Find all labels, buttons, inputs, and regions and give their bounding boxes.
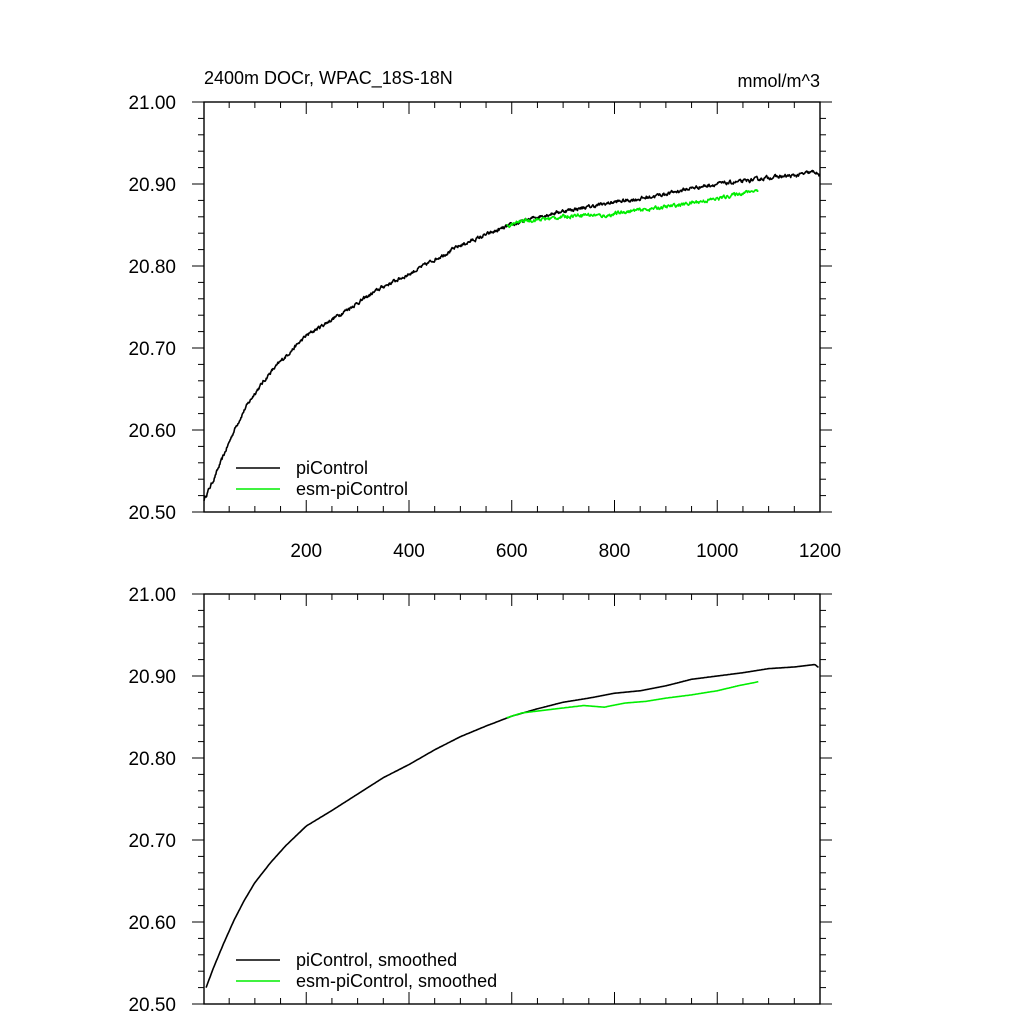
bottom-panel-y-tick-labels: 20.50 20.60 20.70 20.80 20.90 21.00 [128,585,176,1016]
x-tick-label: 1000 [696,541,738,562]
bottom-panel: 20.50 20.60 20.70 20.80 20.90 21.00 piControl… [128,585,832,1016]
legend-label: esm-piControl, smoothed [296,971,497,991]
top-panel-series [203,169,821,502]
top-panel-frame [203,101,821,513]
x-tick-label: 600 [496,541,528,562]
y-tick-label: 20.80 [128,749,176,770]
bottom-panel-ticks [192,593,832,1005]
bottom-panel-frame [203,593,821,1005]
y-tick-label: 20.90 [128,175,176,196]
y-tick-label: 20.70 [128,339,176,360]
y-tick-label: 20.90 [128,667,176,688]
y-tick-label: 21.00 [128,585,176,606]
top-panel: 20.50 20.60 20.70 20.80 20.90 21.00 200 400 600… [128,93,841,562]
units-label: mmol/m^3 [738,71,820,91]
top-panel-ticks [192,101,832,513]
y-tick-label: 20.50 [128,995,176,1016]
y-tick-label: 20.80 [128,257,176,278]
bottom-panel-series [205,663,819,988]
top-panel-y-tick-labels: 20.50 20.60 20.70 20.80 20.90 21.00 [128,93,176,524]
y-tick-label: 20.50 [128,503,176,524]
series-line-esm-picontrol [505,189,759,229]
x-tick-label: 200 [290,541,322,562]
x-tick-label: 800 [599,541,631,562]
y-tick-label: 20.70 [128,831,176,852]
legend-label: piControl [296,458,368,478]
legend-label: esm-piControl [296,479,408,499]
y-tick-label: 20.60 [128,421,176,442]
series-line-esm-picontrol-smoothed [506,680,759,719]
y-tick-label: 20.60 [128,913,176,934]
x-tick-label: 1200 [799,541,841,562]
top-panel-x-tick-labels: 200 400 600 800 1000 1200 [290,541,841,562]
x-tick-label: 400 [393,541,425,562]
series-line-picontrol [203,169,821,502]
legend-label: piControl, smoothed [296,950,457,970]
panel-title: 2400m DOCr, WPAC_18S-18N [204,68,453,89]
y-tick-label: 21.00 [128,93,176,114]
series-line-picontrol-smoothed [205,663,819,988]
